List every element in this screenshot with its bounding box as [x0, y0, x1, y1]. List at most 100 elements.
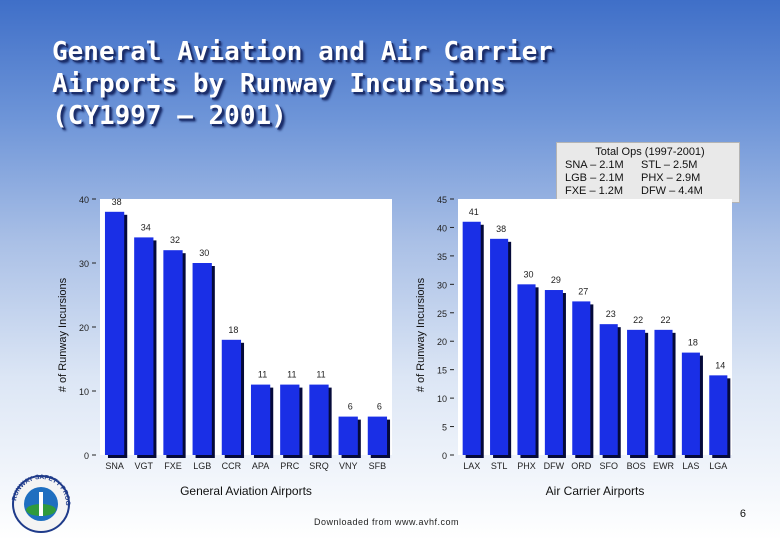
y-axis-title: # of Runway Incursions — [57, 277, 69, 392]
ops-cell: DFW – 4.4M — [641, 185, 703, 197]
ops-cell: PHX – 2.9M — [641, 172, 701, 184]
bar-value-label: 30 — [199, 248, 209, 258]
bar-value-label: 30 — [523, 269, 533, 279]
air-carrier-chart: 0 5 10 15 20 25 30 35 40 45 41 LAX 38 STL 30 PHX 29 DFW 27… — [415, 195, 732, 498]
category-label: STL — [491, 461, 508, 471]
category-label: SNA — [105, 461, 124, 471]
ops-cell: FXE – 1.2M — [565, 185, 624, 197]
category-label: PHX — [517, 461, 536, 471]
bar-value-label: 41 — [469, 207, 479, 217]
y-tick-label: 45 — [437, 195, 447, 205]
bar-value-label: 14 — [715, 360, 725, 370]
bar-value-label: 22 — [633, 315, 643, 325]
title-line-3: (CY1997 – 2001) — [52, 101, 287, 131]
bar-value-label: 38 — [496, 224, 506, 234]
bar — [681, 352, 700, 455]
category-label: DFW — [544, 461, 565, 471]
bar-value-label: 6 — [348, 402, 353, 412]
y-tick-label: 10 — [437, 394, 447, 404]
bar-value-label: 11 — [316, 370, 325, 380]
page-number: 6 — [739, 508, 746, 520]
x-axis-title: Air Carrier Airports — [546, 484, 645, 498]
ops-row: FXE – 1.2M DFW – 4.4M — [565, 185, 735, 198]
bar-value-label: 23 — [606, 309, 616, 319]
category-label: VGT — [135, 461, 154, 471]
y-tick-label: 30 — [79, 259, 89, 269]
bar-value-label: 22 — [660, 315, 670, 325]
y-tick-label: 25 — [437, 309, 447, 319]
category-label: LAS — [682, 461, 699, 471]
bar — [221, 339, 242, 455]
category-label: VNY — [339, 461, 358, 471]
ops-cell: LGB – 2.1M — [565, 172, 624, 184]
bar — [544, 290, 563, 455]
y-tick-label: 35 — [437, 252, 447, 262]
category-label: ORD — [571, 461, 592, 471]
bar — [709, 375, 728, 455]
bar-value-label: 29 — [551, 275, 561, 285]
category-label: LGB — [193, 461, 211, 471]
runway-safety-seal: RUNWAY SAFETY PROGRAM — [6, 470, 71, 533]
bar — [104, 211, 125, 455]
bar — [280, 384, 300, 455]
bar — [654, 329, 673, 455]
category-label: FXE — [164, 461, 182, 471]
bar-value-label: 6 — [377, 402, 382, 412]
bar-value-label: 18 — [228, 325, 238, 335]
category-label: LAX — [463, 461, 480, 471]
bar — [599, 324, 618, 455]
bar-value-label: 11 — [287, 370, 296, 380]
total-ops-title: Total Ops (1997-2001) — [595, 146, 705, 158]
category-label: APA — [252, 461, 269, 471]
ops-row: LGB – 2.1M PHX – 2.9M — [565, 172, 735, 185]
slide-title: General Aviation and Air Carrier Airport… — [52, 36, 553, 132]
bar — [490, 238, 509, 455]
ops-row: SNA – 2.1M STL – 2.5M — [565, 159, 735, 172]
category-label: BOS — [627, 461, 646, 471]
category-label: LGA — [709, 461, 727, 471]
total-ops-box: Total Ops (1997-2001) SNA – 2.1M STL – 2… — [556, 142, 740, 203]
y-axis-title: # of Runway Incursions — [415, 277, 427, 392]
bar — [192, 263, 212, 455]
y-tick-label: 10 — [79, 387, 89, 397]
category-label: PRC — [280, 461, 300, 471]
bar-value-label: 18 — [688, 338, 698, 348]
y-tick-label: 0 — [84, 451, 89, 461]
bar-value-label: 11 — [258, 370, 267, 380]
bar — [338, 416, 358, 455]
y-tick-label: 40 — [79, 195, 89, 205]
category-label: EWR — [653, 461, 674, 471]
category-label: CCR — [222, 461, 242, 471]
bar — [250, 384, 271, 455]
y-tick-label: 0 — [442, 451, 447, 461]
category-label: SFO — [599, 461, 618, 471]
footer-source: Downloaded from www.avhf.com — [314, 517, 460, 527]
bar — [627, 329, 646, 455]
y-tick-label: 40 — [437, 223, 447, 233]
bar-value-label: 32 — [170, 235, 180, 245]
bar — [163, 250, 183, 455]
y-tick-label: 5 — [442, 423, 447, 433]
y-tick-label: 30 — [437, 280, 447, 290]
bar-value-label: 34 — [141, 222, 151, 232]
category-label: SFB — [369, 461, 387, 471]
general-aviation-chart: 0 10 20 30 40 38 SNA 34 VGT 32 FXE 30 LGB 18 CCR 11 APA 1… — [57, 195, 392, 498]
bar — [134, 237, 154, 455]
y-tick-label: 20 — [437, 337, 447, 347]
category-label: SRQ — [309, 461, 329, 471]
bar — [367, 416, 388, 455]
y-tick-label: 20 — [79, 323, 89, 333]
title-line-2: Airports by Runway Incursions — [52, 69, 506, 99]
bar — [517, 284, 536, 455]
title-line-1: General Aviation and Air Carrier — [52, 37, 553, 67]
y-tick-label: 15 — [437, 366, 447, 376]
bar — [462, 221, 481, 455]
ops-cell: STL – 2.5M — [641, 159, 698, 171]
ops-cell: SNA – 2.1M — [565, 159, 624, 171]
x-axis-title: General Aviation Airports — [180, 484, 312, 498]
bar — [309, 384, 329, 455]
bar-value-label: 38 — [112, 197, 122, 207]
bar — [572, 301, 591, 455]
bar-value-label: 27 — [578, 286, 588, 296]
